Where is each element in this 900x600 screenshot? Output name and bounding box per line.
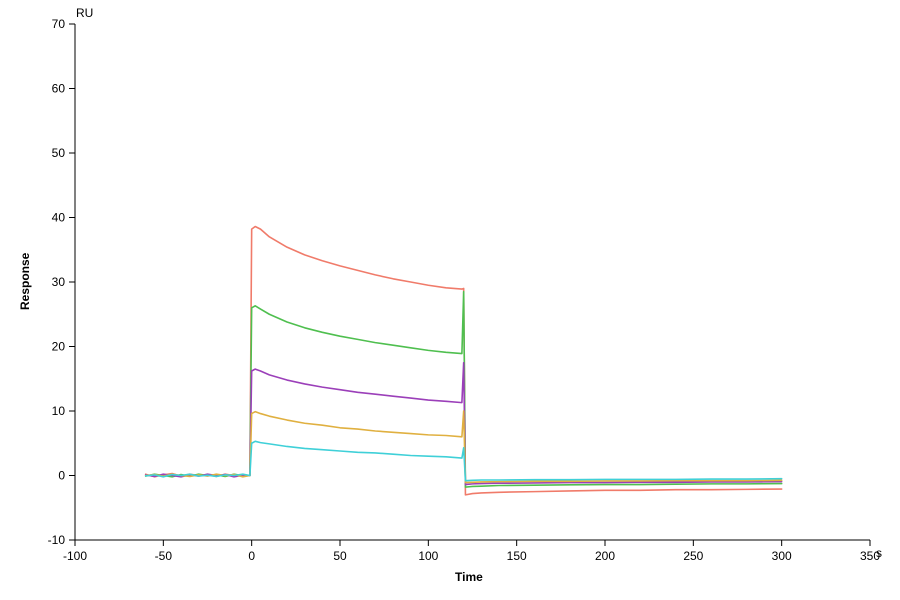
- x-tick-label: 100: [418, 549, 438, 563]
- y-tick-label: 40: [52, 211, 66, 225]
- y-tick-label: 0: [58, 469, 65, 483]
- chart-svg: -100-50050100150200250300350-10010203040…: [0, 0, 900, 600]
- y-tick-label: 20: [52, 340, 66, 354]
- x-tick-label: 250: [683, 549, 703, 563]
- x-tick-label: 150: [507, 549, 527, 563]
- y-tick-label: 30: [52, 275, 66, 289]
- x-tick-label: 50: [333, 549, 347, 563]
- y-tick-label: 50: [52, 146, 66, 160]
- x-tick-label: 0: [248, 549, 255, 563]
- y-tick-label: -10: [48, 533, 66, 547]
- y-tick-label: 10: [52, 404, 66, 418]
- series-trace-5: [146, 441, 782, 480]
- x-tick-label: 300: [772, 549, 792, 563]
- y-tick-label: 60: [52, 82, 66, 96]
- x-tick-label: -100: [63, 549, 87, 563]
- x-tick-label: -50: [155, 549, 173, 563]
- y-tick-label: 70: [52, 17, 66, 31]
- sensorgram-chart: RU s Response Time -100-5005010015020025…: [0, 0, 900, 600]
- series-trace-4: [146, 411, 782, 483]
- x-tick-label: 350: [860, 549, 880, 563]
- x-tick-label: 200: [595, 549, 615, 563]
